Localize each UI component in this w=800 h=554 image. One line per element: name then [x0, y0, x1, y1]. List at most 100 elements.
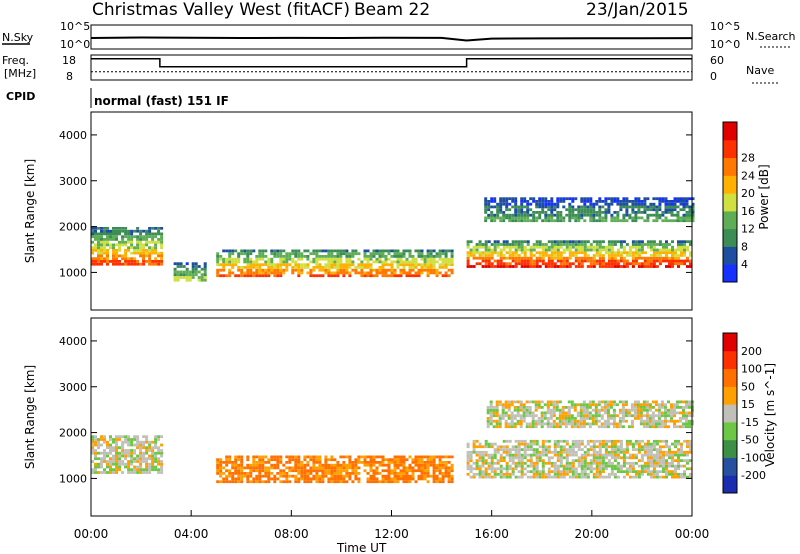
- heat-cell: [556, 472, 560, 476]
- heat-cell: [312, 257, 316, 261]
- heat-cell: [324, 257, 328, 261]
- heat-cell: [549, 400, 553, 404]
- heat-cell: [651, 419, 655, 423]
- heat-cell: [270, 466, 274, 470]
- heat-cell: [450, 455, 454, 459]
- heat-cell: [631, 265, 635, 268]
- heat-cell: [496, 216, 500, 220]
- heat-cell: [489, 417, 493, 420]
- heat-cell: [420, 466, 424, 470]
- heat-cell: [115, 446, 118, 450]
- heat-cell: [658, 470, 662, 473]
- heat-cell: [613, 448, 617, 451]
- heat-cell: [559, 219, 563, 223]
- heat-cell: [246, 480, 250, 484]
- heat-cell: [511, 467, 515, 471]
- heat-cell: [324, 268, 328, 272]
- heat-cell: [498, 422, 502, 426]
- heat-cell: [106, 232, 109, 236]
- heat-cell: [151, 235, 155, 239]
- heat-cell: [504, 419, 508, 423]
- heat-cell: [640, 251, 644, 255]
- heat-cell: [97, 457, 100, 461]
- heat-cell: [285, 472, 289, 475]
- heat-cell: [655, 461, 659, 465]
- heat-cell: [574, 254, 578, 257]
- heat-cell: [384, 249, 388, 253]
- colorbar-tick-label: 50: [741, 380, 755, 393]
- heat-cell: [417, 477, 421, 481]
- heat-cell: [677, 475, 680, 479]
- heat-cell: [261, 263, 265, 267]
- heat-cell: [109, 438, 112, 441]
- heat-cell: [234, 249, 238, 253]
- heat-cell: [402, 466, 406, 470]
- heat-cell: [574, 470, 578, 473]
- heat-cell: [469, 459, 473, 462]
- heat-cell: [484, 450, 488, 454]
- heat-cell: [649, 259, 653, 263]
- heat-cell: [588, 417, 592, 420]
- heat-cell: [688, 197, 692, 201]
- heat-cell: [564, 417, 568, 420]
- heat-cell: [369, 474, 373, 478]
- heat-cell: [312, 252, 316, 256]
- heat-cell: [664, 403, 667, 407]
- heat-cell: [686, 442, 689, 446]
- heat-cell: [571, 240, 575, 244]
- heat-cell: [547, 219, 551, 223]
- heat-cell: [558, 425, 562, 429]
- colorbar-tick-label: 24: [741, 169, 755, 182]
- heat-cell: [363, 255, 367, 258]
- heat-cell: [115, 238, 118, 241]
- heat-cell: [618, 411, 622, 415]
- heat-cell: [655, 456, 659, 460]
- heat-cell: [660, 425, 664, 429]
- heat-cell: [490, 256, 494, 260]
- heat-cell: [121, 471, 125, 474]
- heat-cell: [273, 474, 277, 478]
- heat-cell: [261, 252, 265, 256]
- heat-cell: [523, 245, 527, 249]
- heat-cell: [450, 257, 454, 261]
- heat-cell: [486, 406, 490, 409]
- heat-cell: [550, 470, 554, 473]
- heat-cell: [571, 439, 575, 443]
- heat-cell: [234, 274, 238, 278]
- heat-cell: [148, 232, 152, 236]
- heat-cell: [537, 419, 541, 423]
- heat-cell: [432, 463, 436, 467]
- heat-cell: [535, 240, 539, 244]
- heat-cell: [493, 259, 497, 263]
- heat-cell: [363, 274, 367, 278]
- heat-cell: [472, 265, 476, 268]
- heat-cell: [478, 464, 482, 468]
- heat-cell: [571, 245, 575, 249]
- heat-cell: [532, 450, 536, 454]
- heat-cell: [426, 255, 430, 258]
- heat-cell: [333, 469, 337, 473]
- heat-cell: [396, 255, 400, 258]
- heat-cell: [228, 263, 232, 267]
- heat-cell: [363, 469, 367, 473]
- heat-cell: [529, 439, 533, 443]
- heat-cell: [634, 254, 638, 257]
- heat-cell: [489, 419, 493, 423]
- heat-cell: [504, 425, 508, 429]
- heat-cell: [318, 469, 322, 473]
- heat-cell: [297, 257, 301, 261]
- heat-cell: [469, 251, 473, 255]
- heat-cell: [618, 425, 622, 429]
- heat-cell: [142, 262, 146, 266]
- heat-cell: [438, 257, 442, 261]
- heat-cell: [616, 475, 620, 479]
- heat-cell: [472, 475, 476, 479]
- heat-cell: [345, 455, 349, 459]
- heat-cell: [426, 274, 430, 278]
- heat-cell: [565, 472, 569, 476]
- heat-cell: [414, 461, 418, 464]
- heat-cell: [450, 477, 454, 481]
- heat-cell: [610, 464, 614, 468]
- heat-cell: [475, 243, 479, 246]
- heat-cell: [327, 263, 331, 267]
